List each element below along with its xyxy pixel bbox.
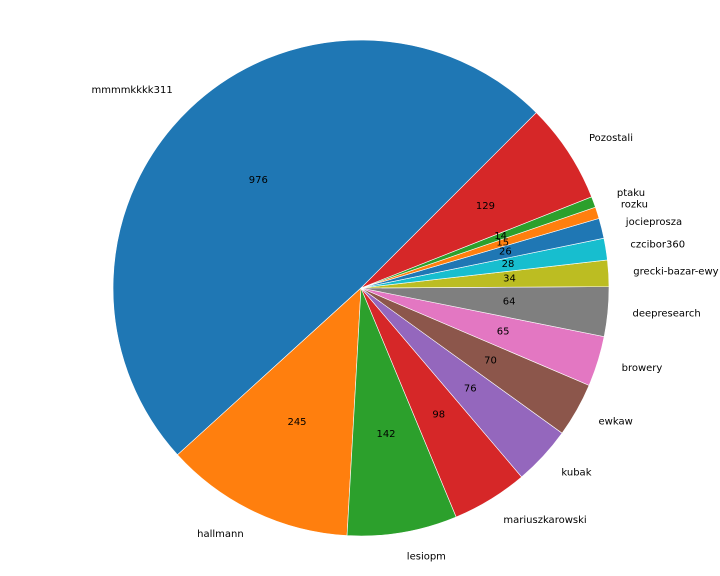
value-label-grecki-bazar-ewy: 34	[503, 274, 516, 285]
value-label-mariuszkarowski: 98	[432, 409, 445, 420]
slice-label-hallmann: hallmann	[197, 529, 244, 540]
slice-label-lesiopm: lesiopm	[407, 551, 446, 562]
slice-label-czcibor360: czcibor360	[630, 240, 685, 251]
slice-label-jocieprosza: jocieprosza	[625, 217, 682, 228]
value-label-deepresearch: 64	[503, 297, 516, 308]
slice-label-pozostali: Pozostali	[589, 133, 633, 144]
value-label-pozostali: 129	[476, 201, 495, 212]
slice-label-mmmmkkkk311: mmmmkkkk311	[91, 85, 172, 96]
pie-slices	[112, 39, 610, 537]
pie-slice-hallmann	[177, 287, 362, 536]
slice-label-kubak: kubak	[561, 468, 591, 479]
pie-slice-mmmmkkkk311	[112, 39, 537, 456]
value-label-browery: 65	[497, 327, 510, 338]
value-label-kubak: 76	[464, 384, 477, 395]
value-label-czcibor360: 28	[502, 259, 515, 270]
pie-slice-pozostali	[360, 112, 593, 289]
value-label-mmmmkkkk311: 976	[249, 175, 268, 186]
pie-slice-lesiopm	[346, 287, 457, 537]
value-label-lesiopm: 142	[376, 429, 395, 440]
slice-label-ewkaw: ewkaw	[599, 417, 633, 428]
slice-label-mariuszkarowski: mariuszkarowski	[503, 515, 586, 526]
slice-label-ptaku: ptaku	[617, 188, 645, 199]
slice-label-grecki-bazar-ewy: grecki-bazar-ewy	[633, 266, 718, 277]
slice-labels: mmmmkkkk311 hallmann lesiopm mariuszkarowsk…	[91, 85, 718, 562]
slice-label-rozku: rozku	[621, 200, 648, 211]
value-label-hallmann: 245	[287, 417, 306, 428]
value-label-ewkaw: 70	[484, 356, 497, 367]
slice-label-deepresearch: deepresearch	[633, 309, 701, 320]
value-label-jocieprosza: 26	[499, 247, 512, 258]
value-label-ptaku: 14	[494, 231, 507, 242]
value-label-rozku: 15	[496, 237, 509, 248]
slice-label-browery: browery	[622, 363, 663, 374]
